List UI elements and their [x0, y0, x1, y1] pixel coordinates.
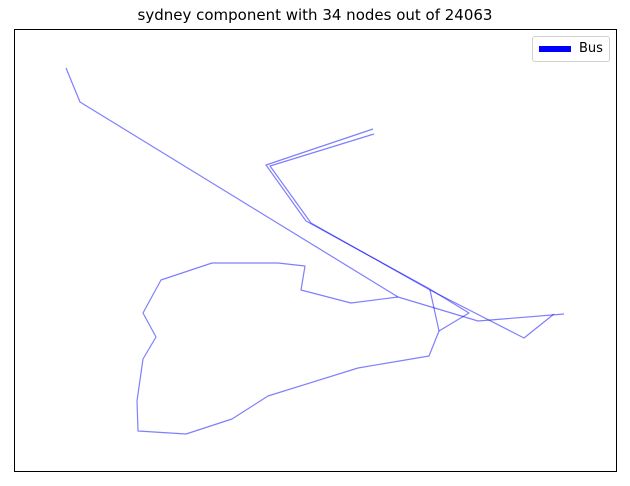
bus-route-1 — [65, 67, 565, 322]
bus-route-3 — [269, 133, 431, 291]
legend-label: Bus — [579, 41, 603, 56]
legend-swatch — [539, 46, 571, 52]
plot-frame — [14, 29, 617, 472]
bus-route-5 — [429, 289, 555, 339]
bus-route-4 — [136, 262, 440, 435]
chart-title: sydney component with 34 nodes out of 24… — [137, 6, 493, 24]
network-edges — [65, 67, 565, 435]
legend: Bus — [532, 36, 610, 62]
